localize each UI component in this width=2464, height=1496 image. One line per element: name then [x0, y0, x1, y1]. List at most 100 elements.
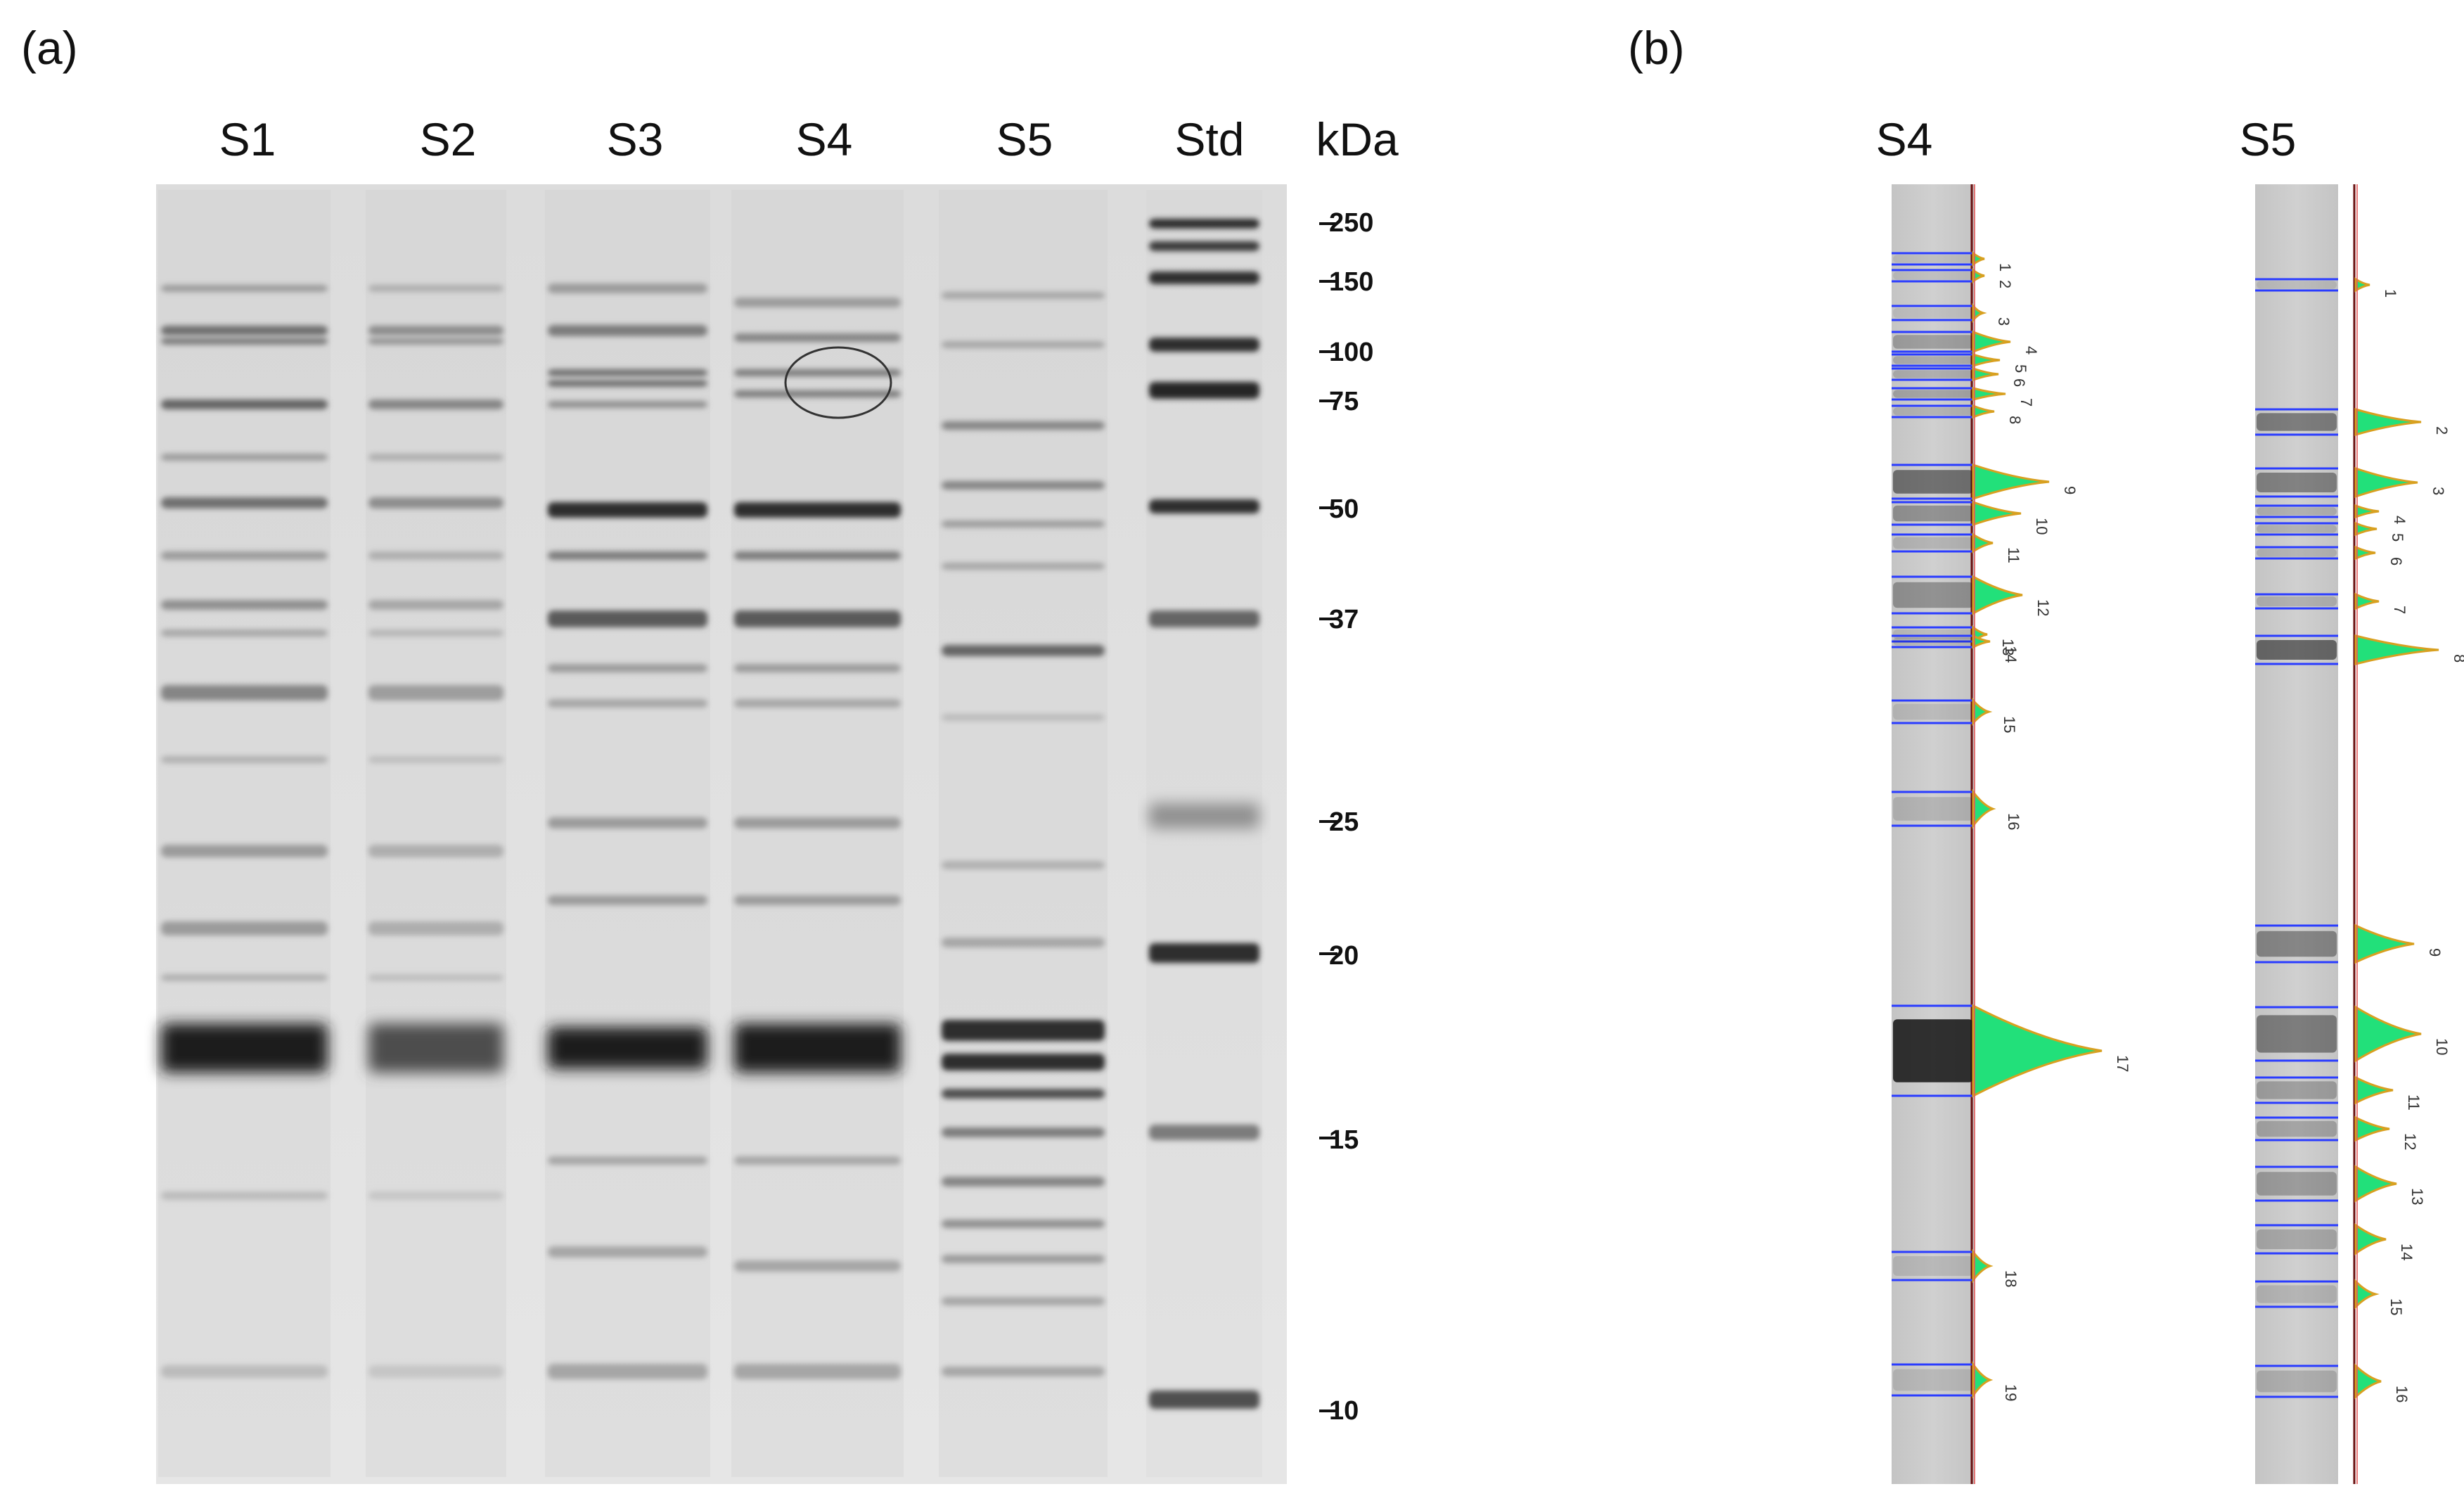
gel-band: [548, 895, 707, 905]
marker-100: 100: [1329, 338, 1374, 367]
peak-number-label: 2: [2433, 426, 2451, 435]
gel-band: [161, 845, 328, 857]
peak-number-label: 5: [2389, 533, 2406, 542]
densitometry-peak: [2354, 634, 2439, 665]
gel-band: [1893, 308, 1973, 318]
gel-band: [942, 645, 1105, 656]
peak-number-label: 13: [2408, 1188, 2426, 1205]
gel-band: [1893, 637, 1973, 646]
peak-number-label: 6: [2010, 378, 2028, 387]
lane-label-s1: S1: [219, 113, 276, 165]
gel-band: [942, 520, 1105, 528]
gel-band: [161, 454, 328, 461]
gel-band: [1149, 1390, 1259, 1409]
gel-band: [942, 1020, 1105, 1041]
peak-number-label: 16: [2005, 813, 2022, 830]
gel-band: [548, 817, 707, 829]
peak-number-label: 11: [2405, 1094, 2423, 1111]
gel-band: [2257, 596, 2337, 606]
peak-number-label: 12: [2401, 1133, 2419, 1150]
densitometry-peak: [1972, 404, 1995, 419]
gel-band: [548, 1027, 707, 1069]
gel-band: [942, 563, 1105, 570]
gel-band: [734, 610, 901, 627]
gel-band: [942, 938, 1105, 947]
gel-band: [1893, 1369, 1973, 1391]
gel-band: [161, 326, 328, 335]
gel-band: [548, 1246, 707, 1258]
gel-band: [548, 325, 707, 336]
gel-band: [942, 1177, 1105, 1187]
gel-band: [161, 497, 328, 509]
gel-band: [1149, 610, 1259, 627]
peak-number-label: 8: [2451, 654, 2464, 663]
peak-number-label: 4: [2022, 346, 2040, 354]
lane-label-std: Std: [1174, 113, 1245, 165]
lane-label-s2: S2: [419, 113, 477, 165]
densitometry-peak: [2354, 1223, 2387, 1255]
gel-band: [2257, 1172, 2337, 1196]
gel-band: [368, 1191, 503, 1200]
densitometry-peak: [2354, 1363, 2382, 1400]
peak-number-label: 18: [2002, 1270, 2020, 1287]
peak-number-label: 6: [2387, 557, 2405, 565]
gel-band: [2257, 640, 2337, 660]
gel-band: [161, 629, 328, 637]
densitometry-peak: [2354, 466, 2418, 499]
gel-band: [1893, 356, 1973, 364]
gel-band: [734, 1156, 901, 1165]
peak-number-label: 3: [1995, 317, 2013, 326]
peak-number-label: 7: [2017, 398, 2035, 407]
gel-band: [368, 974, 503, 981]
gel-band: [1149, 219, 1259, 229]
peak-number-label: 1: [2382, 289, 2399, 298]
gel-band: [734, 895, 901, 905]
densitometry-peak: [1972, 575, 2023, 615]
gel-band: [1893, 271, 1973, 280]
densitometry-peak: [1972, 788, 1996, 829]
densitometry-peak: [1972, 698, 1993, 726]
gel-band: [734, 298, 901, 307]
gel-band: [942, 1054, 1105, 1070]
densitometry-peak: [2354, 408, 2422, 436]
gel-background: [156, 184, 1287, 1484]
unit-label-kda: kDa: [1316, 113, 1399, 165]
peak-number-label: 14: [2398, 1244, 2415, 1260]
densitometry-peak: [2354, 521, 2378, 537]
peak-number-label: 5: [2012, 364, 2029, 373]
gel-band: [1893, 537, 1973, 549]
densitometry-peak: [1972, 1004, 2103, 1098]
gel-band: [2257, 507, 2337, 516]
highlight-circle: [784, 346, 892, 419]
densitometry-peak: [1972, 1361, 1994, 1399]
peak-number-label: 11: [2005, 547, 2022, 563]
gel-band: [1149, 1125, 1259, 1140]
densitometry-label-s4: S4: [1875, 113, 1933, 165]
gel-band: [161, 551, 328, 560]
densitometry-peak: [2354, 277, 2370, 293]
gel-band: [368, 845, 503, 857]
gel-band: [161, 1365, 328, 1378]
peak-number-label: 16: [2393, 1386, 2411, 1402]
gel-band: [942, 1255, 1105, 1263]
gel-band: [1893, 1256, 1973, 1276]
gel-band: [368, 685, 503, 701]
peak-number-label: 2: [1996, 280, 2014, 288]
gel-band: [734, 817, 901, 829]
densitometry-peak: [2354, 1005, 2422, 1063]
gel-band: [161, 974, 328, 981]
gel-band: [2257, 931, 2337, 957]
gel-band: [734, 699, 901, 708]
densitometry-peak: [1972, 634, 1991, 649]
densitometry-peak: [1972, 387, 2006, 401]
densitometry-peak: [1972, 532, 1994, 554]
peak-number-label: 19: [2002, 1384, 2020, 1401]
gel-band: [548, 1156, 707, 1165]
gel-band: [2257, 413, 2337, 431]
peak-number-label: 7: [2391, 606, 2408, 614]
gel-band: [368, 454, 503, 461]
gel-band: [1893, 407, 1973, 416]
densitometry-label-s5: S5: [2239, 113, 2297, 165]
gel-band: [368, 497, 503, 509]
